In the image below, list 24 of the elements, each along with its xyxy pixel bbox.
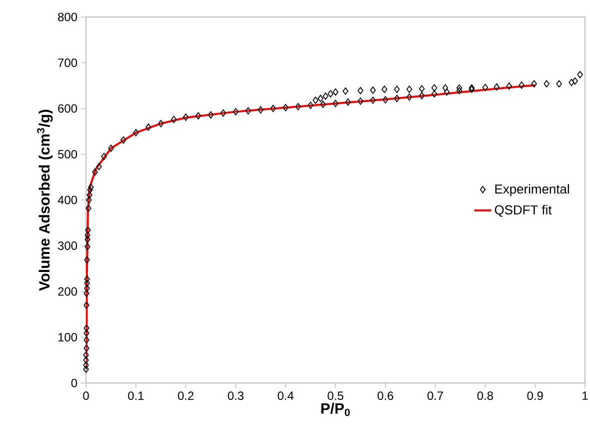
x-tick-label: 0.2 — [178, 392, 194, 400]
x-tick-label: 1 — [582, 392, 588, 400]
x-tick-label: 0.5 — [328, 392, 344, 400]
y-axis-title: Volume Adsorbed (cm$^{3}$/g) — [37, 110, 53, 291]
y-tick-label: 400 — [58, 196, 78, 204]
x-tick-label: 0.4 — [278, 392, 294, 400]
x-tick-label: 0.6 — [378, 392, 394, 400]
x-tick-label: 0.8 — [477, 392, 493, 400]
legend-label: QSDFT fit — [494, 204, 552, 217]
x-tick-label: 0.3 — [228, 392, 244, 400]
y-tick-label: 600 — [58, 104, 78, 113]
y-tick-label: 800 — [58, 12, 78, 22]
y-tick-label: 0 — [71, 378, 78, 388]
x-tick-label: 0 — [83, 392, 89, 400]
y-tick-label: 300 — [58, 242, 78, 250]
x-tick-label: 0.1 — [128, 392, 144, 400]
x-tick-label: 0.7 — [427, 392, 444, 400]
x-axis-title: P/P$_{0}$ — [321, 402, 350, 416]
legend-label: Experimental — [495, 184, 569, 196]
y-tick-label: 500 — [58, 150, 78, 158]
x-tick-label: 0.9 — [527, 392, 543, 400]
y-tick-label: 100 — [58, 333, 78, 342]
y-tick-label: 200 — [58, 287, 78, 296]
y-tick-label: 700 — [58, 58, 78, 67]
